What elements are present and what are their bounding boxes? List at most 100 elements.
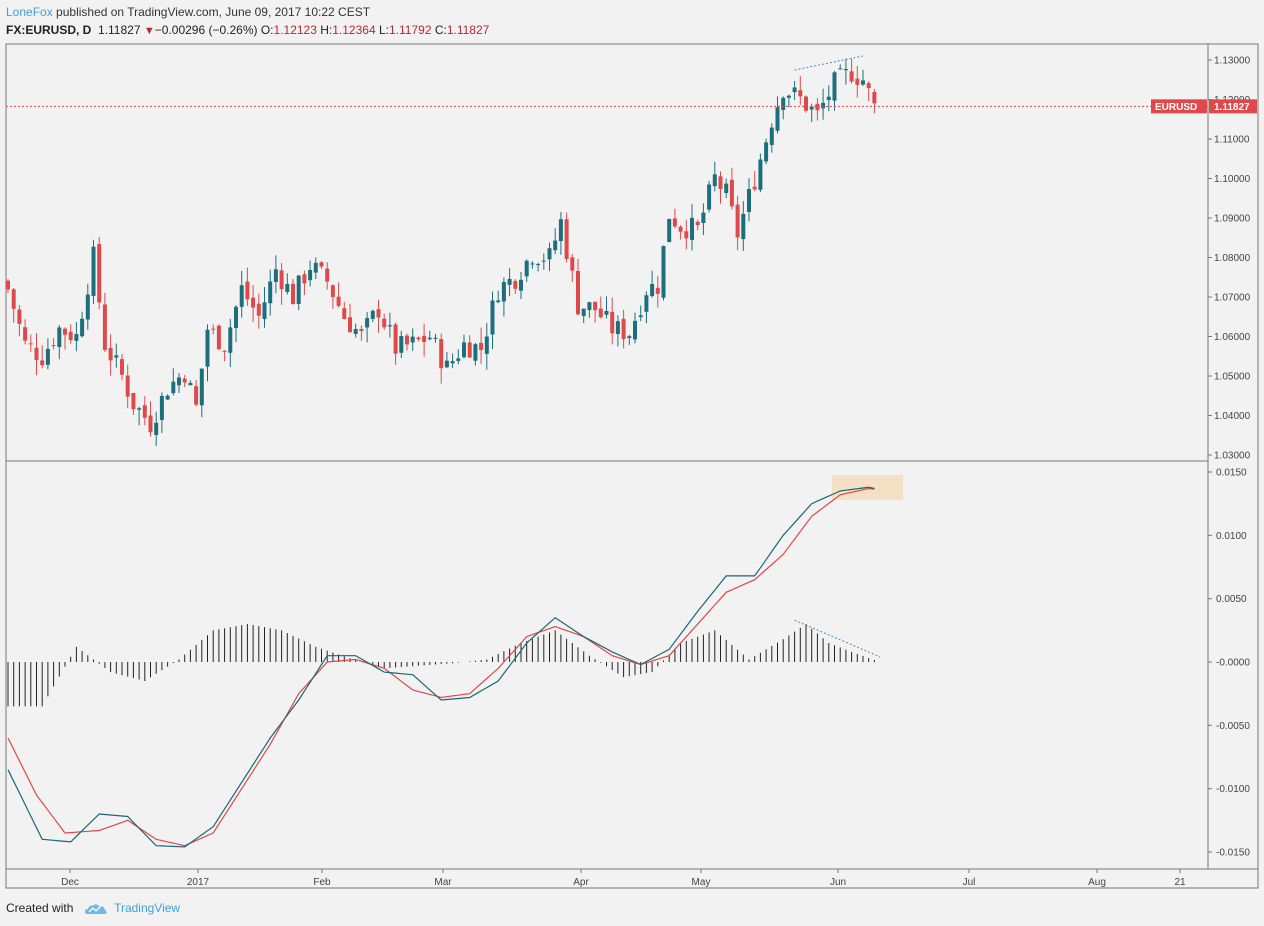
candle[interactable] — [804, 95, 808, 113]
candle[interactable] — [621, 309, 626, 349]
candle[interactable] — [51, 338, 56, 350]
candle[interactable] — [701, 203, 706, 236]
candle[interactable] — [422, 323, 427, 357]
candle[interactable] — [462, 334, 466, 359]
candle[interactable] — [74, 322, 79, 352]
candle[interactable] — [6, 278, 10, 294]
candle[interactable] — [199, 368, 204, 418]
candle[interactable] — [262, 286, 267, 328]
candle[interactable] — [781, 96, 786, 120]
candle[interactable] — [849, 58, 854, 84]
candle[interactable] — [450, 353, 455, 369]
candle[interactable] — [279, 262, 284, 305]
candle[interactable] — [57, 325, 62, 360]
candle[interactable] — [855, 65, 860, 98]
candle[interactable] — [108, 334, 113, 376]
candle[interactable] — [547, 242, 552, 271]
candle[interactable] — [672, 208, 677, 229]
candle[interactable] — [593, 301, 598, 323]
candle[interactable] — [114, 343, 119, 368]
candle[interactable] — [815, 98, 820, 121]
candle[interactable] — [650, 270, 655, 298]
candle[interactable] — [564, 212, 569, 263]
candle[interactable] — [747, 178, 751, 222]
candle[interactable] — [154, 411, 159, 447]
candle[interactable] — [604, 296, 609, 319]
candle[interactable] — [410, 328, 415, 351]
candle[interactable] — [188, 380, 193, 386]
candle[interactable] — [245, 267, 250, 306]
candle[interactable] — [712, 161, 717, 192]
candle[interactable] — [610, 297, 615, 345]
candle[interactable] — [171, 368, 176, 396]
author-link[interactable]: LoneFox — [6, 5, 53, 19]
candle[interactable] — [131, 392, 136, 415]
candle[interactable] — [85, 283, 90, 330]
candle[interactable] — [256, 293, 261, 329]
candle[interactable] — [376, 299, 381, 333]
candle[interactable] — [405, 333, 409, 351]
candle[interactable] — [393, 322, 398, 365]
candle[interactable] — [627, 334, 632, 346]
signal-line[interactable] — [7, 487, 875, 847]
candle[interactable] — [484, 323, 489, 370]
candle[interactable] — [11, 288, 16, 323]
candle[interactable] — [45, 338, 50, 370]
candle[interactable] — [296, 275, 301, 311]
candle[interactable] — [28, 334, 33, 352]
candle[interactable] — [137, 406, 142, 426]
candle[interactable] — [97, 236, 102, 310]
candle[interactable] — [416, 336, 421, 342]
candle[interactable] — [353, 323, 358, 338]
candle[interactable] — [718, 171, 723, 204]
candle[interactable] — [387, 312, 392, 338]
candle[interactable] — [570, 254, 575, 283]
candle[interactable] — [524, 259, 529, 282]
candle[interactable] — [843, 58, 848, 85]
candle[interactable] — [342, 301, 347, 320]
time-axis[interactable]: Dec 2017 Feb Mar Apr May Jun Jul Aug 21 — [61, 869, 1186, 888]
candle[interactable] — [251, 285, 256, 323]
candle[interactable] — [752, 171, 757, 192]
candle[interactable] — [159, 392, 164, 434]
candle[interactable] — [228, 318, 233, 368]
macd-axis[interactable]: 0.0150 0.0100 0.0050 -0.0000 -0.0050 -0.0100 -… — [1208, 468, 1250, 859]
candle[interactable] — [285, 273, 290, 295]
candle[interactable] — [655, 276, 660, 308]
candle[interactable] — [758, 153, 763, 193]
candle[interactable] — [615, 315, 620, 347]
candle[interactable] — [399, 330, 404, 359]
candle[interactable] — [142, 395, 147, 426]
candle[interactable] — [775, 96, 780, 134]
candle[interactable] — [769, 123, 774, 153]
candle[interactable] — [102, 292, 107, 353]
candle[interactable] — [826, 85, 831, 112]
candle[interactable] — [313, 257, 318, 280]
candle[interactable] — [359, 325, 364, 341]
candle[interactable] — [336, 282, 341, 308]
price-axis[interactable]: 1.130001.120001.110001.100001.090001.080… — [1151, 56, 1257, 462]
candle[interactable] — [838, 64, 843, 70]
candle[interactable] — [741, 201, 746, 251]
candle[interactable] — [513, 279, 518, 294]
candle[interactable] — [558, 211, 563, 255]
candle[interactable] — [23, 319, 28, 345]
candle[interactable] — [638, 305, 643, 322]
candle[interactable] — [530, 261, 535, 269]
candle[interactable] — [456, 349, 461, 365]
candle[interactable] — [507, 268, 512, 297]
candle[interactable] — [861, 69, 865, 87]
candle[interactable] — [330, 284, 335, 309]
candle[interactable] — [536, 262, 541, 272]
candle[interactable] — [786, 94, 791, 108]
candle[interactable] — [587, 301, 592, 318]
candle[interactable] — [205, 324, 210, 382]
candle[interactable] — [479, 327, 484, 364]
candle[interactable] — [433, 333, 438, 343]
candle[interactable] — [427, 330, 432, 341]
candle[interactable] — [17, 305, 22, 337]
candle[interactable] — [633, 312, 637, 344]
candle[interactable] — [490, 291, 495, 349]
candle[interactable] — [308, 260, 313, 287]
